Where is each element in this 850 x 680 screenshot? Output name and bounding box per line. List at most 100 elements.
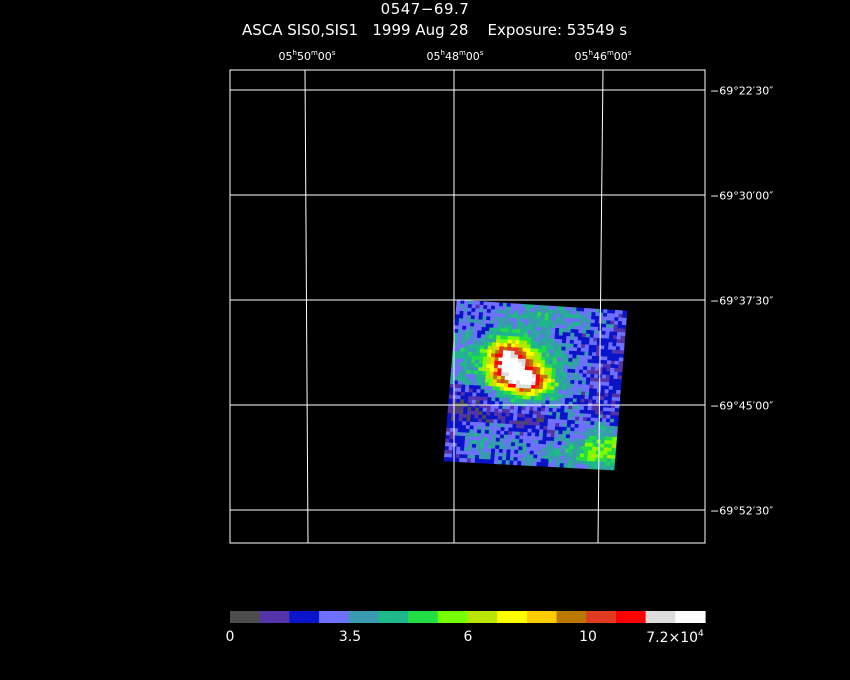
- intensity-pixel: [621, 321, 627, 326]
- intensity-pixel: [491, 389, 497, 395]
- intensity-pixel: [521, 355, 527, 360]
- intensity-pixel: [467, 406, 472, 412]
- intensity-pixel: [584, 398, 590, 404]
- intensity-pixel: [459, 303, 465, 309]
- intensity-pixel: [462, 314, 468, 320]
- intensity-pixel: [574, 325, 580, 331]
- intensity-pixel: [457, 336, 463, 342]
- intensity-pixel: [580, 351, 586, 356]
- intensity-pixel: [493, 316, 499, 322]
- intensity-pixel: [454, 424, 459, 430]
- intensity-pixel: [478, 359, 484, 365]
- intensity-pixel: [538, 436, 544, 442]
- intensity-pixel: [485, 327, 491, 332]
- intensity-pixel: [472, 392, 478, 398]
- intensity-pixel: [531, 425, 537, 430]
- intensity-pixel: [580, 442, 586, 447]
- intensity-pixel: [617, 368, 623, 373]
- intensity-pixel: [457, 332, 463, 338]
- intensity-pixel: [584, 442, 590, 448]
- intensity-pixel: [471, 443, 477, 449]
- intensity-pixel: [601, 378, 607, 383]
- intensity-pixel: [467, 351, 473, 357]
- intensity-pixel: [594, 465, 600, 470]
- intensity-pixel: [527, 428, 533, 434]
- intensity-pixel: [609, 422, 615, 427]
- intensity-pixel: [503, 339, 509, 344]
- intensity-pixel: [482, 411, 488, 416]
- intensity-pixel: [571, 369, 576, 374]
- intensity-pixel: [521, 409, 527, 415]
- intensity-pixel: [599, 396, 605, 401]
- intensity-pixel: [463, 358, 469, 364]
- intensity-pixel: [519, 431, 525, 437]
- intensity-pixel: [540, 319, 546, 325]
- intensity-pixel: [536, 458, 542, 463]
- intensity-pixel: [609, 378, 615, 384]
- intensity-pixel: [532, 322, 538, 328]
- intensity-pixel: [534, 432, 540, 438]
- intensity-pixel: [581, 333, 587, 338]
- intensity-pixel: [465, 421, 471, 427]
- intensity-pixel: [582, 318, 588, 324]
- intensity-pixel: [490, 305, 496, 311]
- intensity-pixel: [563, 313, 569, 319]
- intensity-pixel: [493, 419, 499, 424]
- intensity-pixel: [592, 344, 598, 350]
- intensity-pixel: [530, 337, 536, 342]
- intensity-pixel: [500, 335, 505, 341]
- intensity-pixel: [579, 456, 585, 462]
- intensity-pixel: [538, 440, 544, 445]
- intensity-pixel: [457, 329, 463, 334]
- intensity-pixel: [545, 393, 551, 398]
- intensity-pixel: [531, 432, 536, 437]
- intensity-pixel: [542, 440, 547, 445]
- intensity-pixel: [591, 457, 596, 463]
- intensity-pixel: [547, 462, 553, 468]
- intensity-pixel: [609, 375, 615, 380]
- intensity-pixel: [587, 406, 593, 411]
- intensity-pixel: [533, 399, 539, 405]
- intensity-pixel: [542, 338, 548, 343]
- intensity-pixel: [577, 431, 583, 436]
- intensity-pixel: [502, 452, 508, 458]
- intensity-pixel: [554, 433, 560, 439]
- intensity-pixel: [497, 459, 503, 465]
- intensity-pixel: [535, 326, 541, 332]
- intensity-pixel: [592, 388, 598, 394]
- intensity-pixel: [561, 441, 567, 446]
- intensity-pixel: [517, 460, 522, 466]
- intensity-pixel: [446, 420, 452, 425]
- intensity-pixel: [582, 369, 588, 375]
- intensity-pixel: [617, 371, 623, 377]
- intensity-pixel: [537, 396, 543, 401]
- intensity-pixel: [526, 340, 532, 346]
- intensity-pixel: [521, 406, 527, 411]
- intensity-pixel: [564, 310, 570, 315]
- intensity-pixel: [594, 319, 600, 325]
- intensity-pixel: [534, 436, 540, 441]
- intensity-pixel: [449, 387, 455, 393]
- intensity-pixel: [552, 316, 557, 322]
- intensity-pixel: [465, 325, 471, 331]
- intensity-pixel: [470, 322, 475, 328]
- intensity-pixel: [600, 385, 606, 390]
- intensity-pixel: [517, 453, 523, 459]
- intensity-pixel: [493, 459, 499, 465]
- intensity-pixel: [460, 439, 466, 445]
- intensity-pixel: [593, 432, 598, 437]
- intensity-pixel: [595, 359, 601, 365]
- intensity-pixel: [588, 399, 593, 404]
- intensity-pixel: [486, 411, 491, 417]
- intensity-pixel: [599, 399, 605, 405]
- intensity-pixel: [479, 400, 485, 405]
- intensity-pixel: [558, 339, 563, 344]
- intensity-pixel: [487, 400, 492, 406]
- intensity-pixel: [456, 439, 462, 444]
- intensity-pixel: [472, 344, 477, 350]
- intensity-pixel: [568, 398, 574, 403]
- intensity-pixel: [467, 300, 473, 306]
- intensity-pixel: [469, 377, 475, 383]
- intensity-pixel: [488, 334, 494, 340]
- intensity-pixel: [548, 309, 554, 314]
